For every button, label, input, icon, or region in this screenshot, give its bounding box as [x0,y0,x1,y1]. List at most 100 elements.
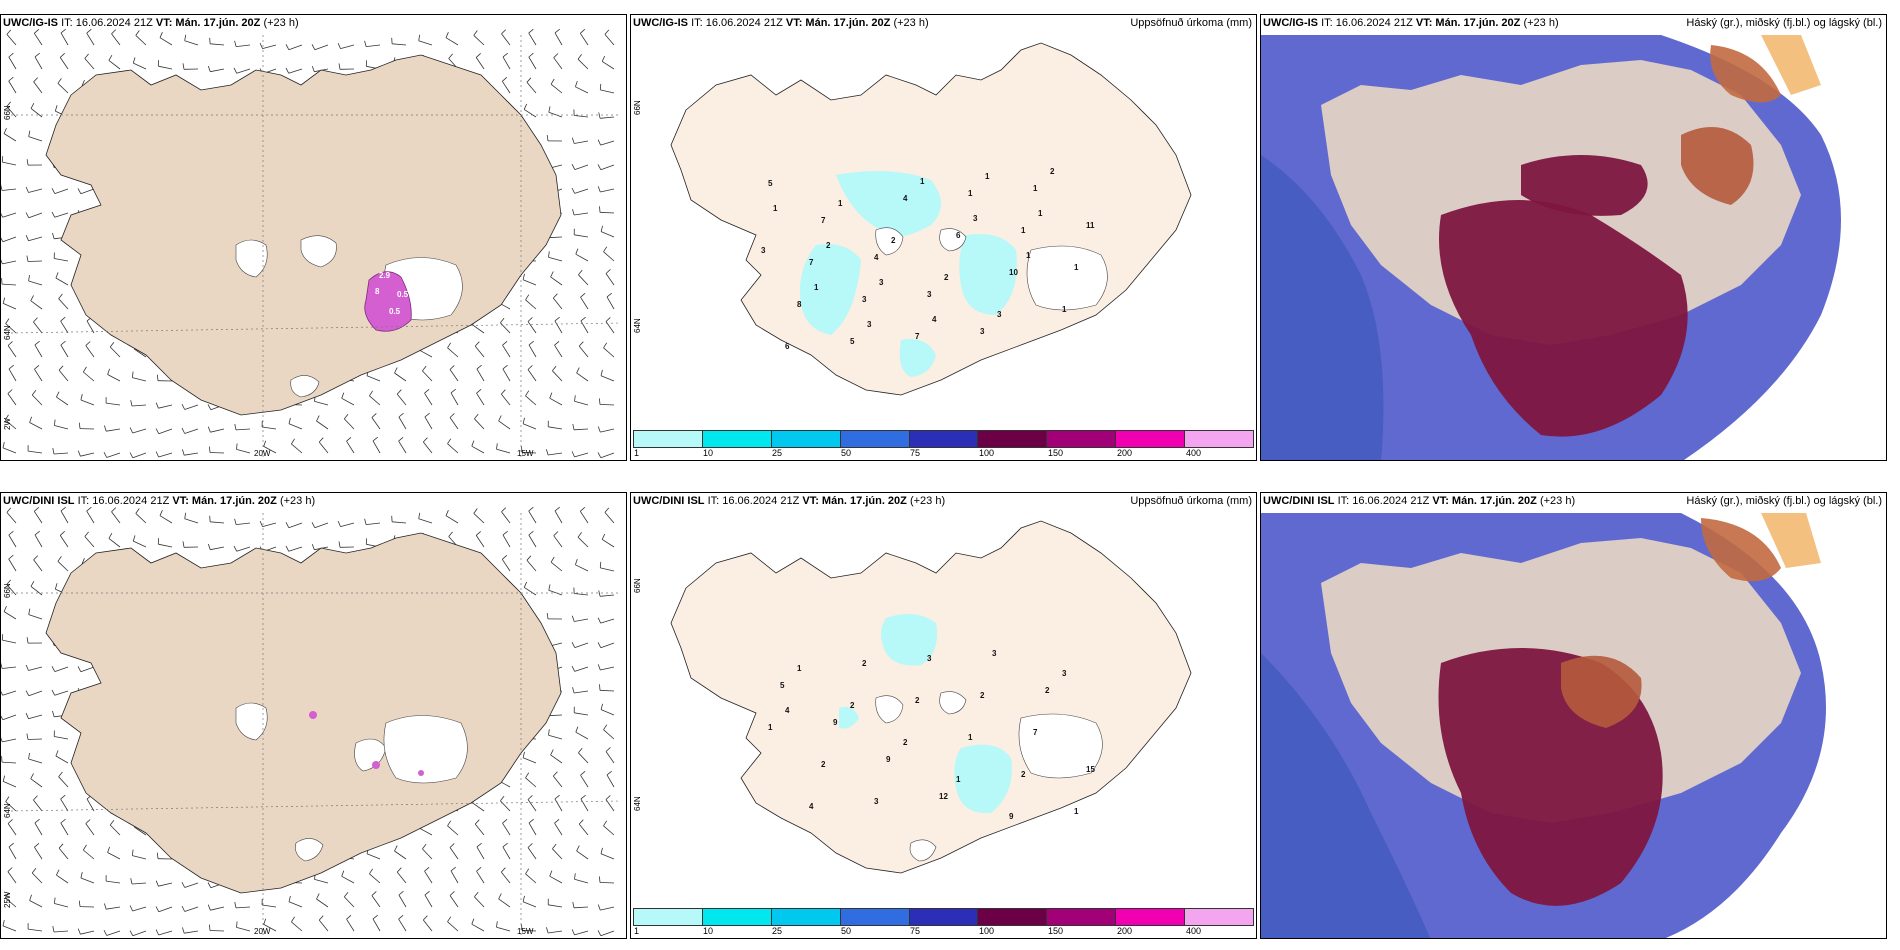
precip-value: 3 [1062,669,1067,678]
precip-value: 3 [879,278,884,287]
colorbar-tick-label: 100 [979,448,995,458]
glacier-icecap [300,235,337,268]
lat-label-66n: 66N [633,100,642,115]
panel-title: UWC/IG-IS IT: 16.06.2024 21Z VT: Mán. 17… [633,17,929,29]
precip-area-light [839,706,859,729]
glacier-icecap [939,691,967,715]
precip-value: 3 [992,649,997,658]
lat-label-66n: 66N [633,578,642,593]
precip-value: 1 [1021,226,1026,235]
precip-area-light [899,339,936,377]
lat-label-lon: 2W [3,418,12,430]
colorbar-swatch [978,909,1048,925]
colorbar-tick-label: 150 [1048,448,1064,458]
colorbar-swatch [1116,909,1186,925]
glacier-icecap [290,375,320,398]
panel-dini-cloud: UWC/DINI ISL IT: 16.06.2024 21Z VT: Mán.… [1260,492,1887,939]
panel-right-title: Háský (gr.), miðský (fj.bl.) og lágský (… [1686,17,1882,29]
colorbar-swatch [1047,909,1117,925]
precip-colorbar [633,430,1254,448]
lat-label-64n: 64N [633,318,642,333]
precip-value: 5 [850,337,855,346]
colorbar-swatch [909,909,979,925]
panel-dini-wind: UWC/DINI ISL IT: 16.06.2024 21Z VT: Mán.… [0,492,627,939]
lon-label-20w: 20W [254,449,271,458]
wind-map [1,506,622,938]
precip-value: 5 [768,179,773,188]
colorbar-tick-label: 75 [910,926,921,936]
precip-value: 2 [1021,770,1026,779]
precip-value: 1 [838,199,843,208]
lon-label-15w: 15W [517,449,534,458]
colorbar-swatch [1047,431,1117,447]
panel-right-title: Háský (gr.), miðský (fj.bl.) og lágský (… [1686,495,1882,507]
precip-value: 5 [780,681,785,690]
precip-area-light [881,614,937,666]
precip-value: 2 [903,738,908,747]
iceland-land [45,54,562,416]
cloud-high [1710,45,1781,103]
precip-value: 2 [826,241,831,250]
precip-map [670,520,1192,874]
glacier-icecap [875,227,904,256]
panel-right-title: Uppsöfnuð úrkoma (mm) [1130,17,1252,29]
iceland-land [670,520,1192,874]
lon-label-20w: 20W [254,927,271,936]
panel-title: UWC/DINI ISL IT: 16.06.2024 21Z VT: Mán.… [3,495,316,507]
precip-value: 9 [833,718,838,727]
colorbar-swatch [702,909,772,925]
colorbar-swatch [771,909,841,925]
precip-value: 2 [862,659,867,668]
colorbar-tick-label: 50 [841,448,852,458]
precip-value: 2 [1045,686,1050,695]
precip-value: 3 [874,797,879,806]
precip-value: 1 [968,189,973,198]
precip-value: 4 [785,706,790,715]
panel-title: UWC/IG-IS IT: 16.06.2024 21Z VT: Mán. 17… [3,17,299,29]
colorbar-swatch [634,909,703,925]
panel-ig-wind: UWC/IG-IS IT: 16.06.2024 21Z VT: Mán. 17… [0,14,627,461]
glacier-icecap [909,839,937,862]
colorbar-swatch [840,431,910,447]
cloud-map [1261,15,1886,460]
panel-ig-precip: UWC/IG-IS IT: 16.06.2024 21Z VT: Mán. 17… [630,14,1257,461]
precip-value: 0.5 [389,307,401,316]
colorbar-tick-label: 1 [634,448,640,458]
lat-label-64n: 64N [3,325,12,340]
glacier-icecap [235,702,268,741]
colorbar-tick-label: 400 [1186,448,1202,458]
colorbar-tick-label: 25 [772,448,783,458]
lon-label-15w: 15W [517,927,534,936]
precip-value: 11 [1086,221,1095,230]
precip-value: 1 [1026,251,1031,260]
precip-value: 3 [980,327,985,336]
glacier-icecap [235,239,268,278]
precip-value: 2 [915,696,920,705]
glacier-icecap [1018,713,1103,779]
colorbar-tick-label: 1 [634,926,640,936]
colorbar-tick-label: 200 [1117,926,1133,936]
colorbar-tick-label: 10 [703,448,714,458]
precip-value: 3 [761,246,766,255]
precip-value: 10 [1009,268,1018,277]
glacier-icecap [939,228,967,252]
precip-spot [372,761,380,769]
glacier-icecap [1026,245,1108,311]
colorbar-tick-label: 25 [772,926,783,936]
colorbar-tick-label: 400 [1186,926,1202,936]
cloud-high-orange [1761,513,1821,568]
precip-value: 7 [821,216,826,225]
colorbar-swatch [1116,431,1186,447]
precip-value: 1 [1074,807,1079,816]
precip-value: 6 [785,342,790,351]
precip-area-light [954,744,1012,814]
precip-value: 7 [809,258,814,267]
precip-value: 4 [932,315,937,324]
colorbar-labels: 1 10 25 50 75 100 150 200 400 [633,926,1254,938]
precip-value: 9 [886,755,891,764]
precip-value: 8 [797,300,802,309]
cloud-high [1701,518,1781,582]
precip-value: 2 [944,273,949,282]
panel-right-title: Uppsöfnuð úrkoma (mm) [1130,495,1252,507]
panel-ig-cloud: UWC/IG-IS IT: 16.06.2024 21Z VT: Mán. 17… [1260,14,1887,461]
